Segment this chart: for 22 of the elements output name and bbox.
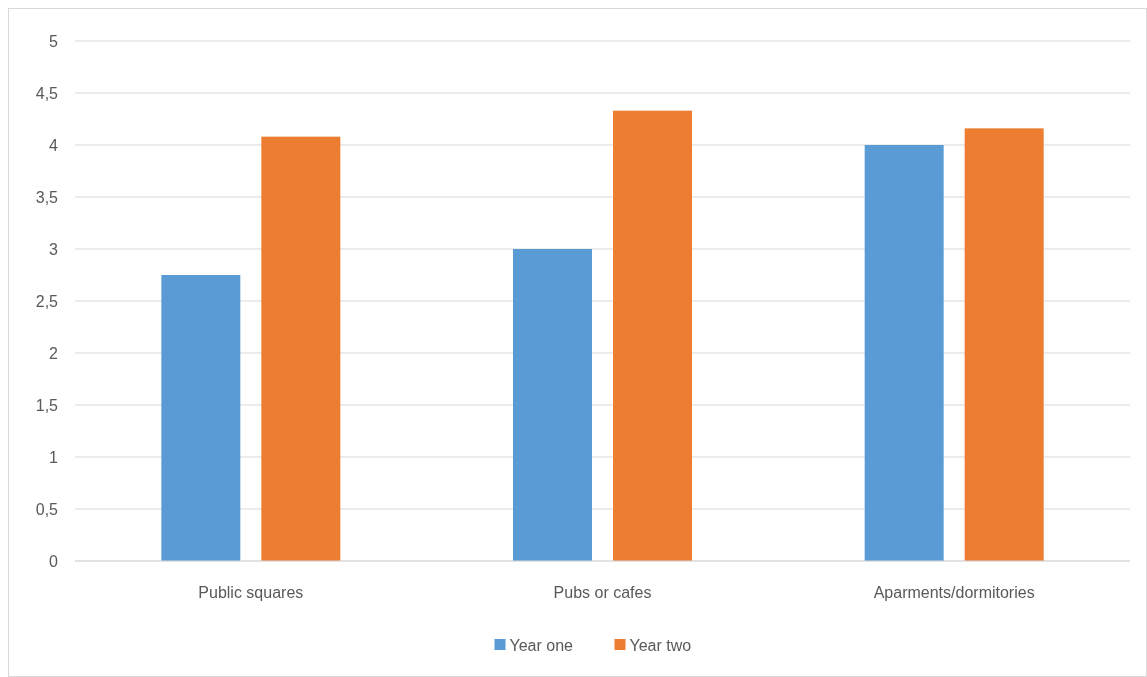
bar: [161, 275, 241, 561]
bar: [261, 136, 341, 561]
legend-label: Year two: [629, 636, 692, 654]
y-tick-label: 4: [49, 136, 59, 154]
bar: [513, 249, 592, 561]
bar: [613, 110, 692, 561]
x-tick-label: Aparments/dormitories: [873, 584, 1035, 601]
y-tick-label: 2,5: [35, 292, 59, 310]
y-tick-label: 5: [49, 32, 59, 50]
y-tick-label: 3: [49, 240, 59, 258]
y-tick-label: 4,5: [35, 84, 59, 102]
y-tick-label: 0: [49, 552, 59, 570]
y-tick-label: 1,5: [35, 396, 59, 414]
y-tick-label: 0,5: [35, 500, 59, 518]
bar: [964, 128, 1044, 561]
legend-label: Year one: [509, 636, 574, 654]
bar: [864, 145, 944, 561]
y-tick-label: 3,5: [35, 188, 59, 206]
x-tick-label: Pubs or cafes: [553, 584, 652, 601]
y-tick-label: 2: [49, 344, 59, 362]
y-tick-label: 1: [49, 448, 59, 466]
x-tick-label: Public squares: [198, 584, 304, 601]
